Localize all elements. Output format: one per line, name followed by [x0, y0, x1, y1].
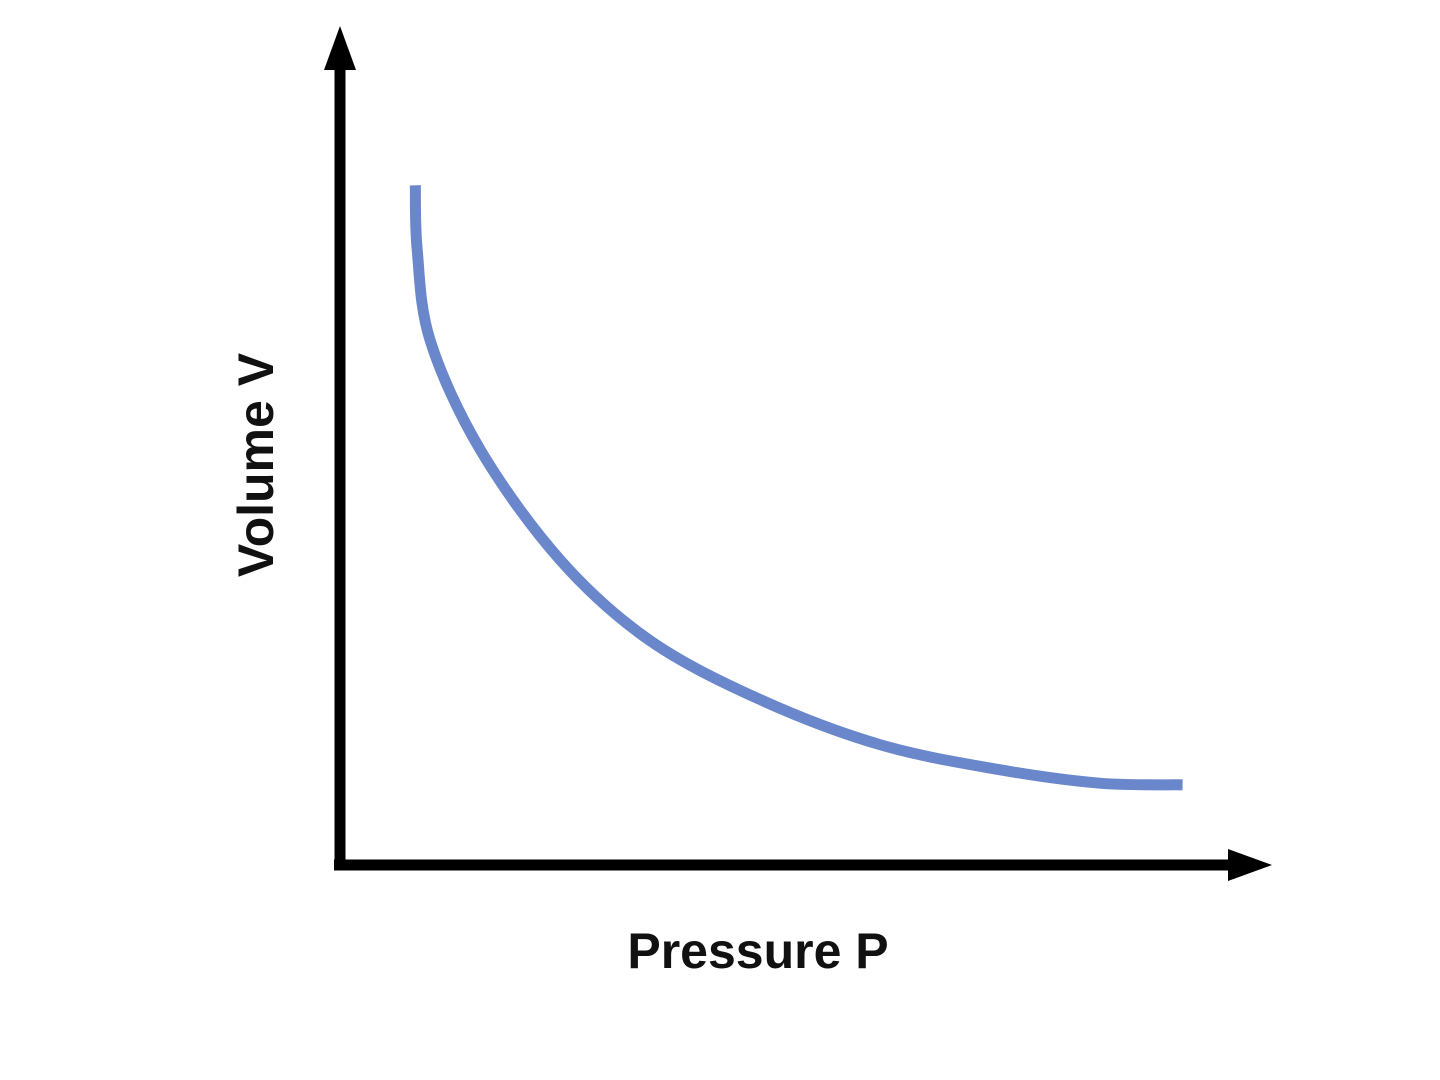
x-axis-label: Pressure P	[627, 923, 888, 979]
y-axis-arrow	[324, 26, 356, 70]
data-line	[409, 185, 1183, 791]
x-axis-arrow	[1228, 849, 1272, 881]
y-axis-label: Volume V	[228, 352, 284, 577]
